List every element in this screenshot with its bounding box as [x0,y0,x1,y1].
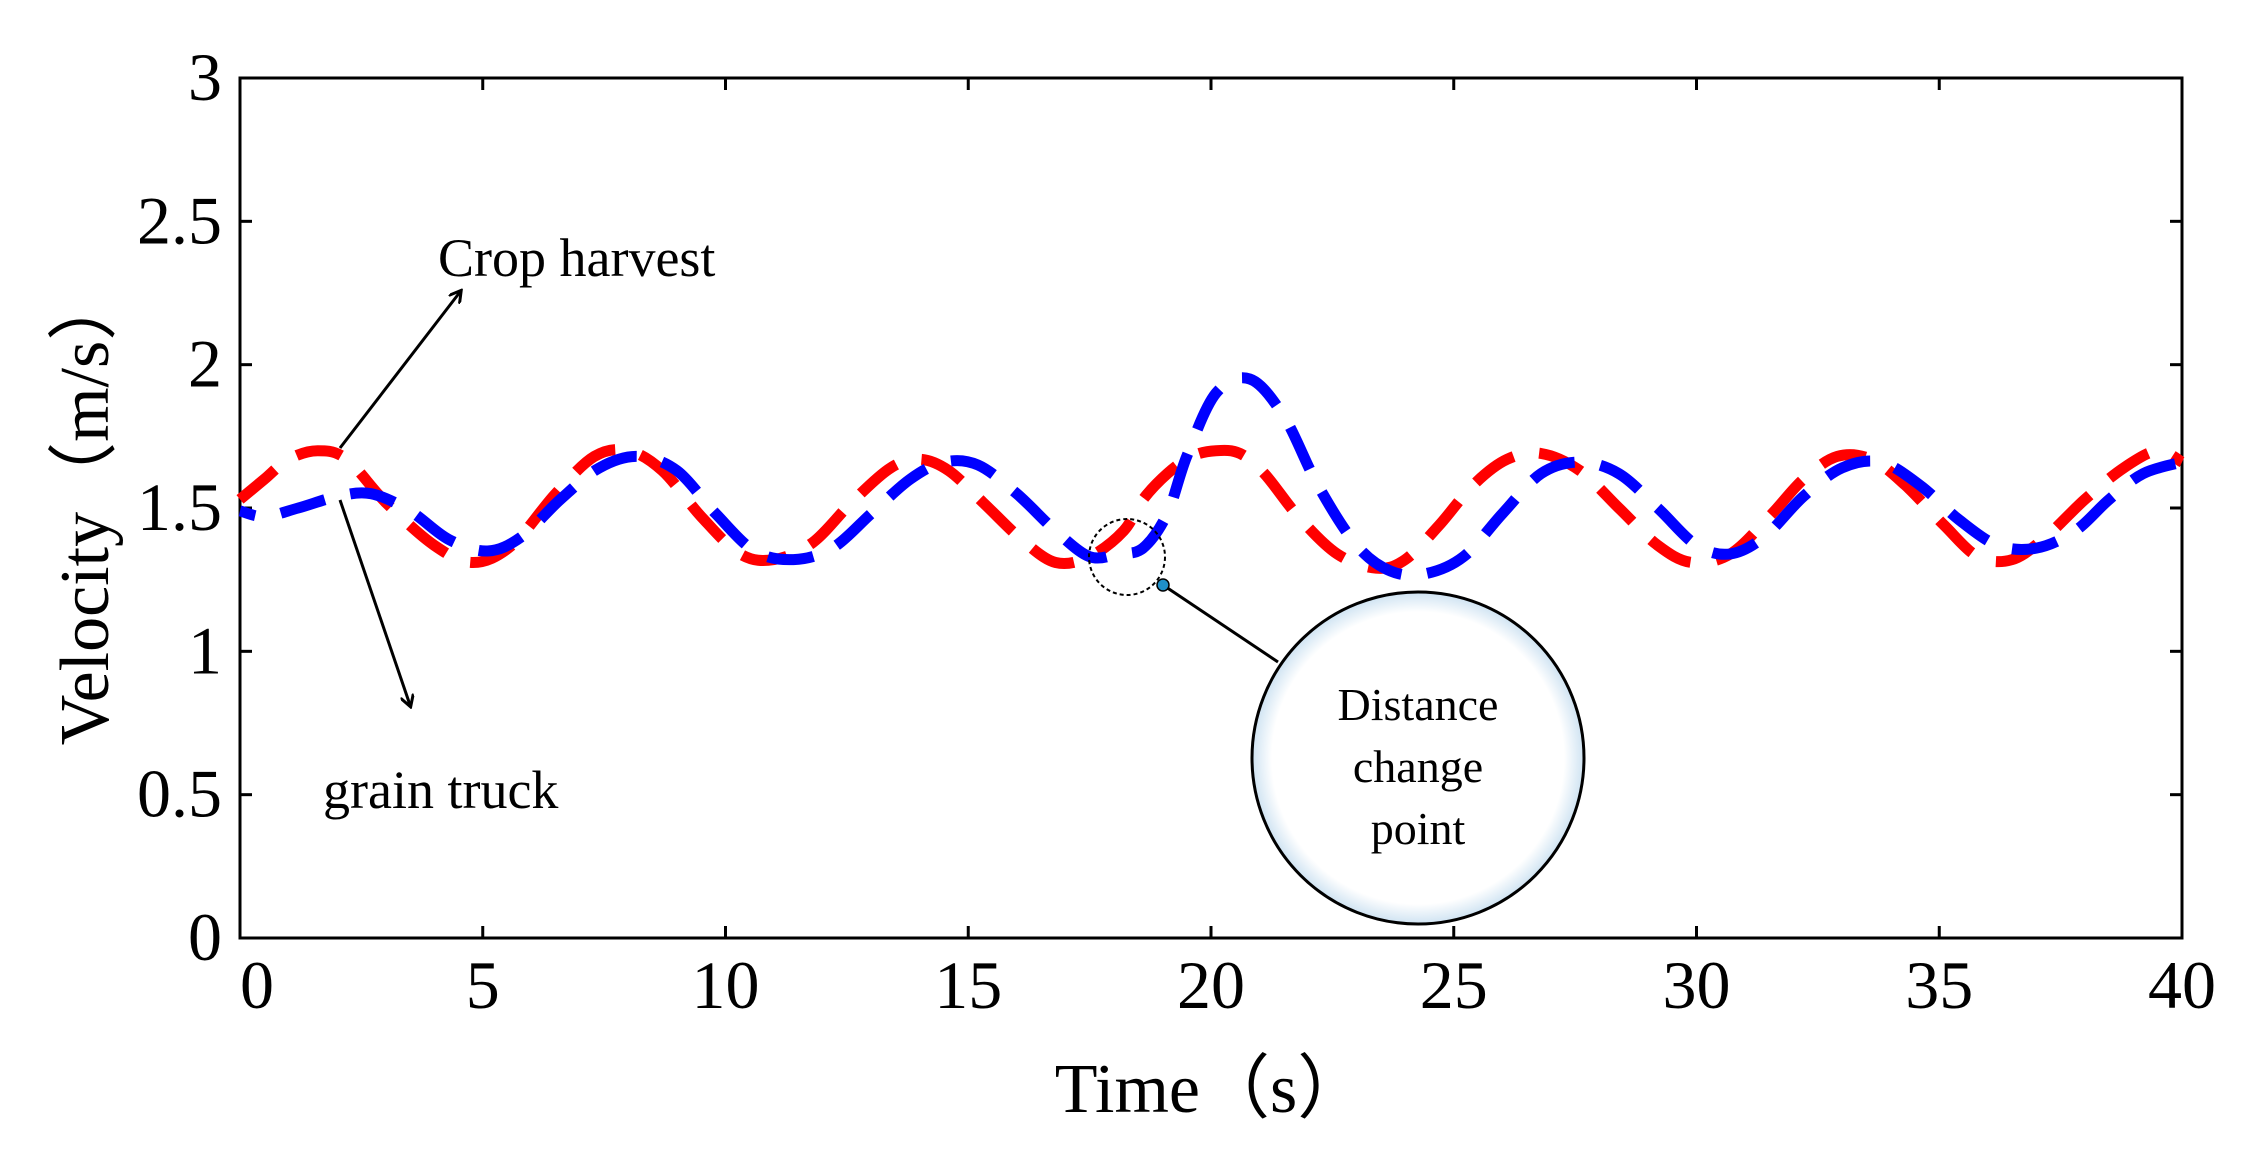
y-tick-label-0.5: 0.5 [137,756,222,832]
distance-change-label-line-3: point [1371,803,1466,854]
series-line-grain-truck [238,372,2184,581]
y-tick-label-3: 3 [188,39,222,115]
series-line-crop-harvest [236,444,2185,574]
grain-truck-label: grain truck [323,760,558,820]
grain-truck-annotation: grain truck [323,499,558,820]
y-tick-label-0: 0 [188,899,222,975]
x-tick-label-20: 20 [1177,947,1245,1023]
distance-change-label-line-1: Distance [1338,679,1499,730]
y-tick-label-1: 1 [188,612,222,688]
y-axis-title: Velocity（m/s） [47,271,124,745]
change-point-marker-circle [1088,518,1166,596]
change-point-leader-dot [1156,578,1170,592]
x-tick-label-10: 10 [692,947,760,1023]
x-tick-label-40: 40 [2148,947,2216,1023]
series-lines [236,372,2185,581]
x-tick-label-35: 35 [1905,947,1973,1023]
x-tick-label-15: 15 [934,947,1002,1023]
distance-change-callout-circle [1250,590,1586,926]
distance-change-annotation: Distance change point [1088,518,1586,926]
change-point-leader-line [1162,583,1279,664]
y-tick-label-1.5: 1.5 [137,469,222,545]
x-tick-label-5: 5 [466,947,500,1023]
crop-harvest-label: Crop harvest [438,228,715,288]
x-tick-label-25: 25 [1420,947,1488,1023]
axis-ticks: 0 5 10 15 20 25 30 35 40 0 0.5 1 1.5 2 2.5 3 [137,39,2216,1023]
crop-harvest-annotation: Crop harvest [338,228,715,449]
y-tick-label-2: 2 [188,326,222,402]
distance-change-label-line-2: change [1353,741,1483,792]
y-tick-label-2.5: 2.5 [137,182,222,258]
x-axis-title: Time（s） [1055,1051,1368,1128]
grain-truck-arrow [338,499,410,705]
crop-harvest-arrow [338,292,460,449]
x-tick-label-0: 0 [240,947,274,1023]
x-tick-label-30: 30 [1663,947,1731,1023]
